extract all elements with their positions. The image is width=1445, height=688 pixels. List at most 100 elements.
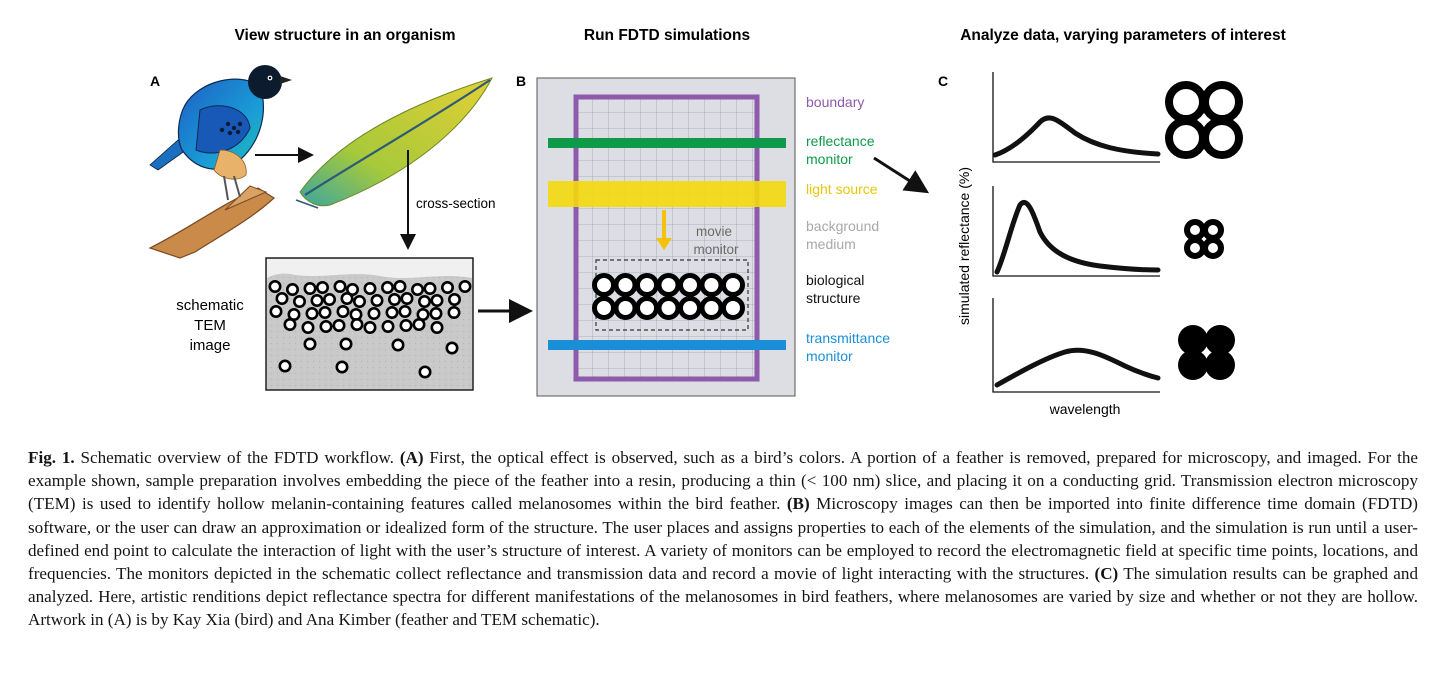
figure-caption: Fig. 1. Schematic overview of the FDTD w… [28,446,1418,632]
tem-melanosome [447,292,461,306]
tem-melanosome [350,317,364,331]
x-axis-label: wavelength [1049,401,1121,417]
tem-melanosome [335,360,349,374]
transmittance-monitor-label-1: transmittance [806,330,890,346]
biological-structure-array [592,273,745,320]
tem-melanosome [423,281,437,295]
tem-melanosome [447,305,461,319]
caption-text-b: Microscopy images can then be imported i… [28,494,1419,584]
tem-melanosome [398,304,412,318]
tem-melanosome [417,294,431,308]
tem-melanosome [387,292,401,306]
tem-melanosome [278,359,292,373]
header-analyze-data: Analyze data, varying parameters of inte… [960,27,1286,44]
tem-melanosome [303,281,317,295]
boundary-label: boundary [806,94,864,110]
tem-melanosome [391,338,405,352]
tem-melanosome [322,292,336,306]
tem-melanosome [268,279,282,293]
caption-label-a: (A) [399,448,424,467]
tem-melanosome [292,294,306,308]
tem-melanosome [370,293,384,307]
panel-letter-b: B [516,73,526,89]
movie-monitor-label-2: monitor [693,242,739,257]
light-source-label: light source [806,181,878,197]
tem-melanosome [410,282,424,296]
caption-label-c: (C) [1094,564,1119,584]
tem-melanosome [310,293,324,307]
arrow-to-analysis [873,156,930,194]
tem-melanosome [303,337,317,351]
movie-monitor-box [595,259,749,331]
tem-melanosome [285,282,299,296]
bio-melanosome [699,273,724,297]
tem-melanosome [363,281,377,295]
tem-melanosome [430,320,444,334]
feather-illustration [295,77,494,209]
tem-melanosome [275,291,289,305]
panel-letter-a: A [150,73,160,89]
boundary-box [573,94,760,382]
spectrum-curve-1 [992,115,1161,158]
bio-melanosome [613,273,638,297]
bio-melanosome [678,273,702,297]
transmittance-monitor-label-2: monitor [806,348,853,364]
tem-label-line3: image [190,337,231,354]
background-medium-label-2: medium [806,236,856,252]
caption-intro: Schematic overview of the FDTD workflow. [74,448,400,467]
spectrum-curve-2 [994,200,1161,275]
tem-melanosome [400,291,414,305]
caption-text-c: The simulation results can be graphed an… [28,564,1418,630]
bio-melanosome [592,273,616,297]
tem-label-line2: TEM [194,317,226,334]
tem-melanosome [412,317,426,331]
bird-illustration [148,65,292,259]
header-run-fdtd: Run FDTD simulations [584,27,750,44]
tem-melanosome [269,304,283,318]
caption-fig-label: Fig. 1. [28,448,75,467]
tem-melanosome [345,282,359,296]
background-medium-label-1: background [806,218,879,234]
cross-section-label: cross-section [416,196,496,211]
tem-label-line1: schematic [176,297,244,314]
tem-melanosome [352,294,366,308]
tem-melanosome [381,319,395,333]
bio-melanosome [721,273,745,297]
bio-melanosome [656,296,681,320]
transmittance-monitor-bar [548,340,786,350]
tem-melanosome [380,280,394,294]
tem-melanosome [367,306,381,320]
bio-melanosome [592,296,616,320]
caption-label-b: (B) [786,494,810,514]
tem-image [265,257,474,391]
fdtd-simulation-domain: movie monitor [536,77,796,397]
tem-melanosome [339,337,353,351]
spectrum-plot-2 [992,186,1161,277]
tem-melanosome [429,306,443,320]
tem-melanosome [301,320,315,334]
spectrum-plot-1 [992,72,1161,163]
biological-structure-label-2: structure [806,290,861,306]
large-hollow-melanosome-cluster-icon [1165,81,1243,159]
y-axis-label: simulated reflectance (%) [956,167,972,325]
tem-melanosome [418,365,432,379]
small-hollow-melanosome-cluster-icon [1184,219,1224,259]
tem-melanosome [440,280,454,294]
spectrum-plot-3 [992,298,1161,393]
tem-melanosome [333,279,347,293]
light-source-bar [548,181,786,207]
tem-melanosome [305,306,319,320]
tem-melanosome-group [268,279,472,379]
bio-melanosome [699,296,724,320]
biological-structure-label-1: biological [806,272,864,288]
bio-melanosome [656,273,681,297]
tem-melanosome [458,279,472,293]
tem-melanosome [430,293,444,307]
tem-melanosome [315,280,329,294]
tem-melanosome [332,318,346,332]
tem-melanosome [393,279,407,293]
tem-melanosome [283,317,297,331]
tem-melanosome [318,305,332,319]
tem-melanosome [336,304,350,318]
tem-melanosome [319,319,333,333]
